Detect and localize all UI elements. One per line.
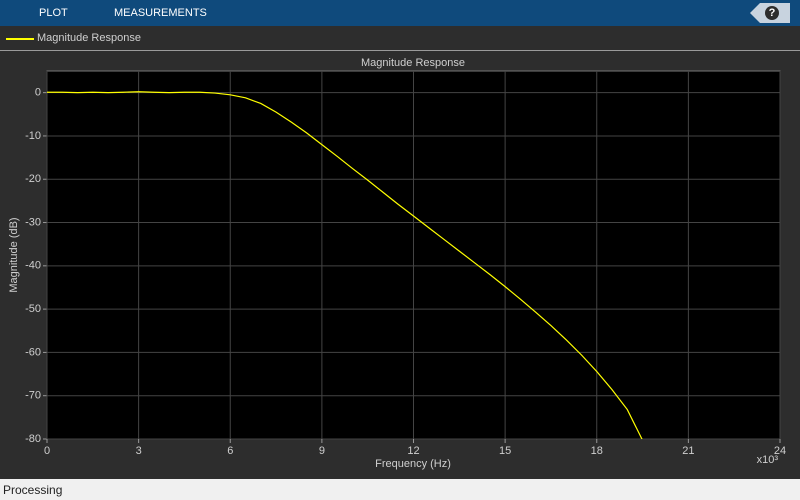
y-tick-label: -10 — [25, 130, 41, 142]
y-axis-label: Magnitude (dB) — [8, 217, 20, 292]
legend-label[interactable]: Magnitude Response — [37, 32, 141, 44]
y-tick-label: -40 — [25, 260, 41, 272]
tab[interactable]: MEASUREMENTS — [114, 7, 207, 19]
help-icon[interactable]: ? — [765, 6, 779, 20]
x-multiplier: x10³ — [757, 454, 779, 466]
chart: Magnitude Response Frequency (Hz) x10³ M… — [0, 51, 800, 478]
x-tick-label: 0 — [44, 445, 50, 457]
chart-title: Magnitude Response — [361, 57, 465, 69]
y-tick-label: -20 — [25, 173, 41, 185]
x-tick-label: 12 — [407, 445, 419, 457]
x-tick-label: 15 — [499, 445, 511, 457]
y-tick-label: -60 — [25, 346, 41, 358]
y-tick-label: -80 — [25, 433, 41, 445]
toolbar: PLOT MEASUREMENTS ? — [0, 0, 800, 26]
x-axis-label: Frequency (Hz) — [375, 458, 451, 470]
x-tick-label: 3 — [136, 445, 142, 457]
help-button[interactable]: ? — [750, 3, 790, 23]
status-text: Processing — [3, 483, 63, 497]
status-bar: Processing — [0, 479, 800, 500]
y-tick-label: 0 — [35, 87, 41, 99]
legend: Magnitude Response — [0, 28, 800, 51]
tab[interactable]: PLOT — [39, 7, 68, 19]
data-line — [47, 91, 643, 439]
x-tick-label: 21 — [682, 445, 694, 457]
x-tick-label: 18 — [591, 445, 603, 457]
x-tick-label: 24 — [774, 445, 786, 457]
x-tick-label: 6 — [227, 445, 233, 457]
y-tick-label: -70 — [25, 390, 41, 402]
legend-swatch — [6, 38, 34, 40]
x-tick-label: 9 — [319, 445, 325, 457]
y-tick-label: -50 — [25, 303, 41, 315]
y-tick-label: -30 — [25, 216, 41, 228]
